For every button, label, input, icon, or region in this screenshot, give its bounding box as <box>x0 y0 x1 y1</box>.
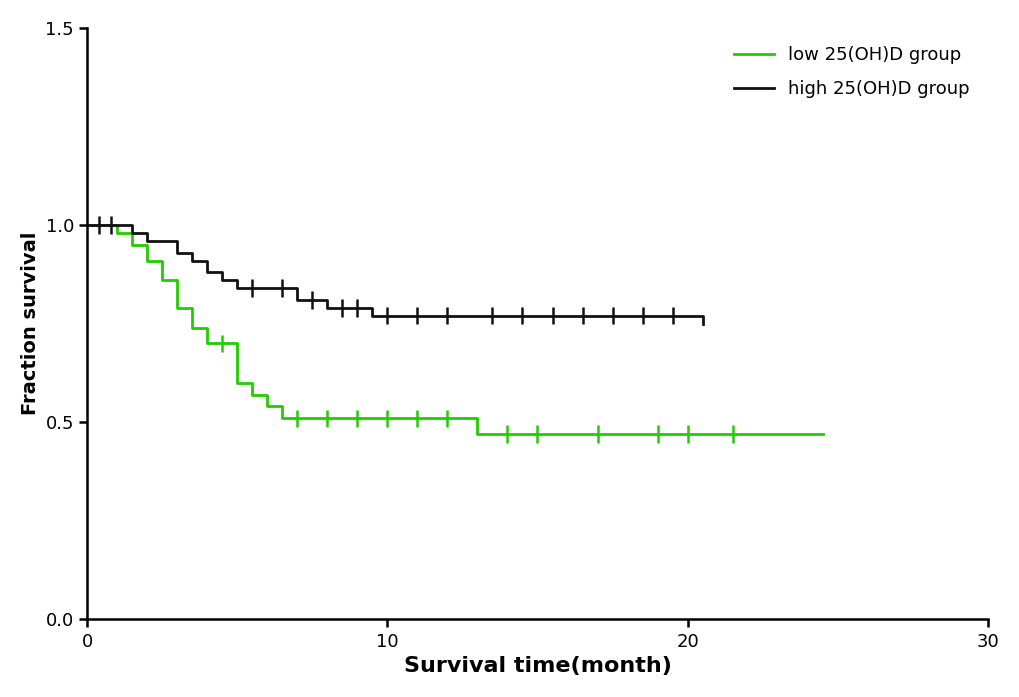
high 25(OH)D group <box>231 284 244 292</box>
low 25(OH)D group <box>126 240 139 249</box>
high 25(OH)D group <box>261 284 273 292</box>
high 25(OH)D group <box>171 248 183 256</box>
high 25(OH)D group <box>186 256 199 265</box>
low 25(OH)D group <box>306 414 318 422</box>
low 25(OH)D group <box>471 430 483 438</box>
high 25(OH)D group <box>81 221 93 229</box>
low 25(OH)D group <box>111 229 123 237</box>
high 25(OH)D group <box>696 319 708 328</box>
low 25(OH)D group <box>156 276 168 284</box>
high 25(OH)D group <box>126 229 139 237</box>
low 25(OH)D group <box>246 390 258 399</box>
low 25(OH)D group <box>816 430 828 438</box>
high 25(OH)D group <box>366 312 378 320</box>
low 25(OH)D group <box>261 402 273 411</box>
high 25(OH)D group <box>321 304 333 312</box>
low 25(OH)D group <box>231 378 244 387</box>
low 25(OH)D group <box>186 323 199 332</box>
Line: high 25(OH)D group: high 25(OH)D group <box>87 225 702 323</box>
low 25(OH)D group <box>455 414 468 422</box>
Line: low 25(OH)D group: low 25(OH)D group <box>87 225 822 434</box>
Legend: low 25(OH)D group, high 25(OH)D group: low 25(OH)D group, high 25(OH)D group <box>725 37 978 107</box>
low 25(OH)D group <box>171 304 183 312</box>
low 25(OH)D group <box>81 221 93 229</box>
X-axis label: Survival time(month): Survival time(month) <box>404 656 671 676</box>
high 25(OH)D group <box>141 236 153 245</box>
high 25(OH)D group <box>216 276 228 284</box>
Y-axis label: Fraction survival: Fraction survival <box>20 232 40 415</box>
high 25(OH)D group <box>111 221 123 229</box>
low 25(OH)D group <box>141 256 153 265</box>
high 25(OH)D group <box>471 312 483 320</box>
low 25(OH)D group <box>201 339 213 348</box>
high 25(OH)D group <box>201 268 213 277</box>
high 25(OH)D group <box>291 296 304 304</box>
low 25(OH)D group <box>276 414 288 422</box>
